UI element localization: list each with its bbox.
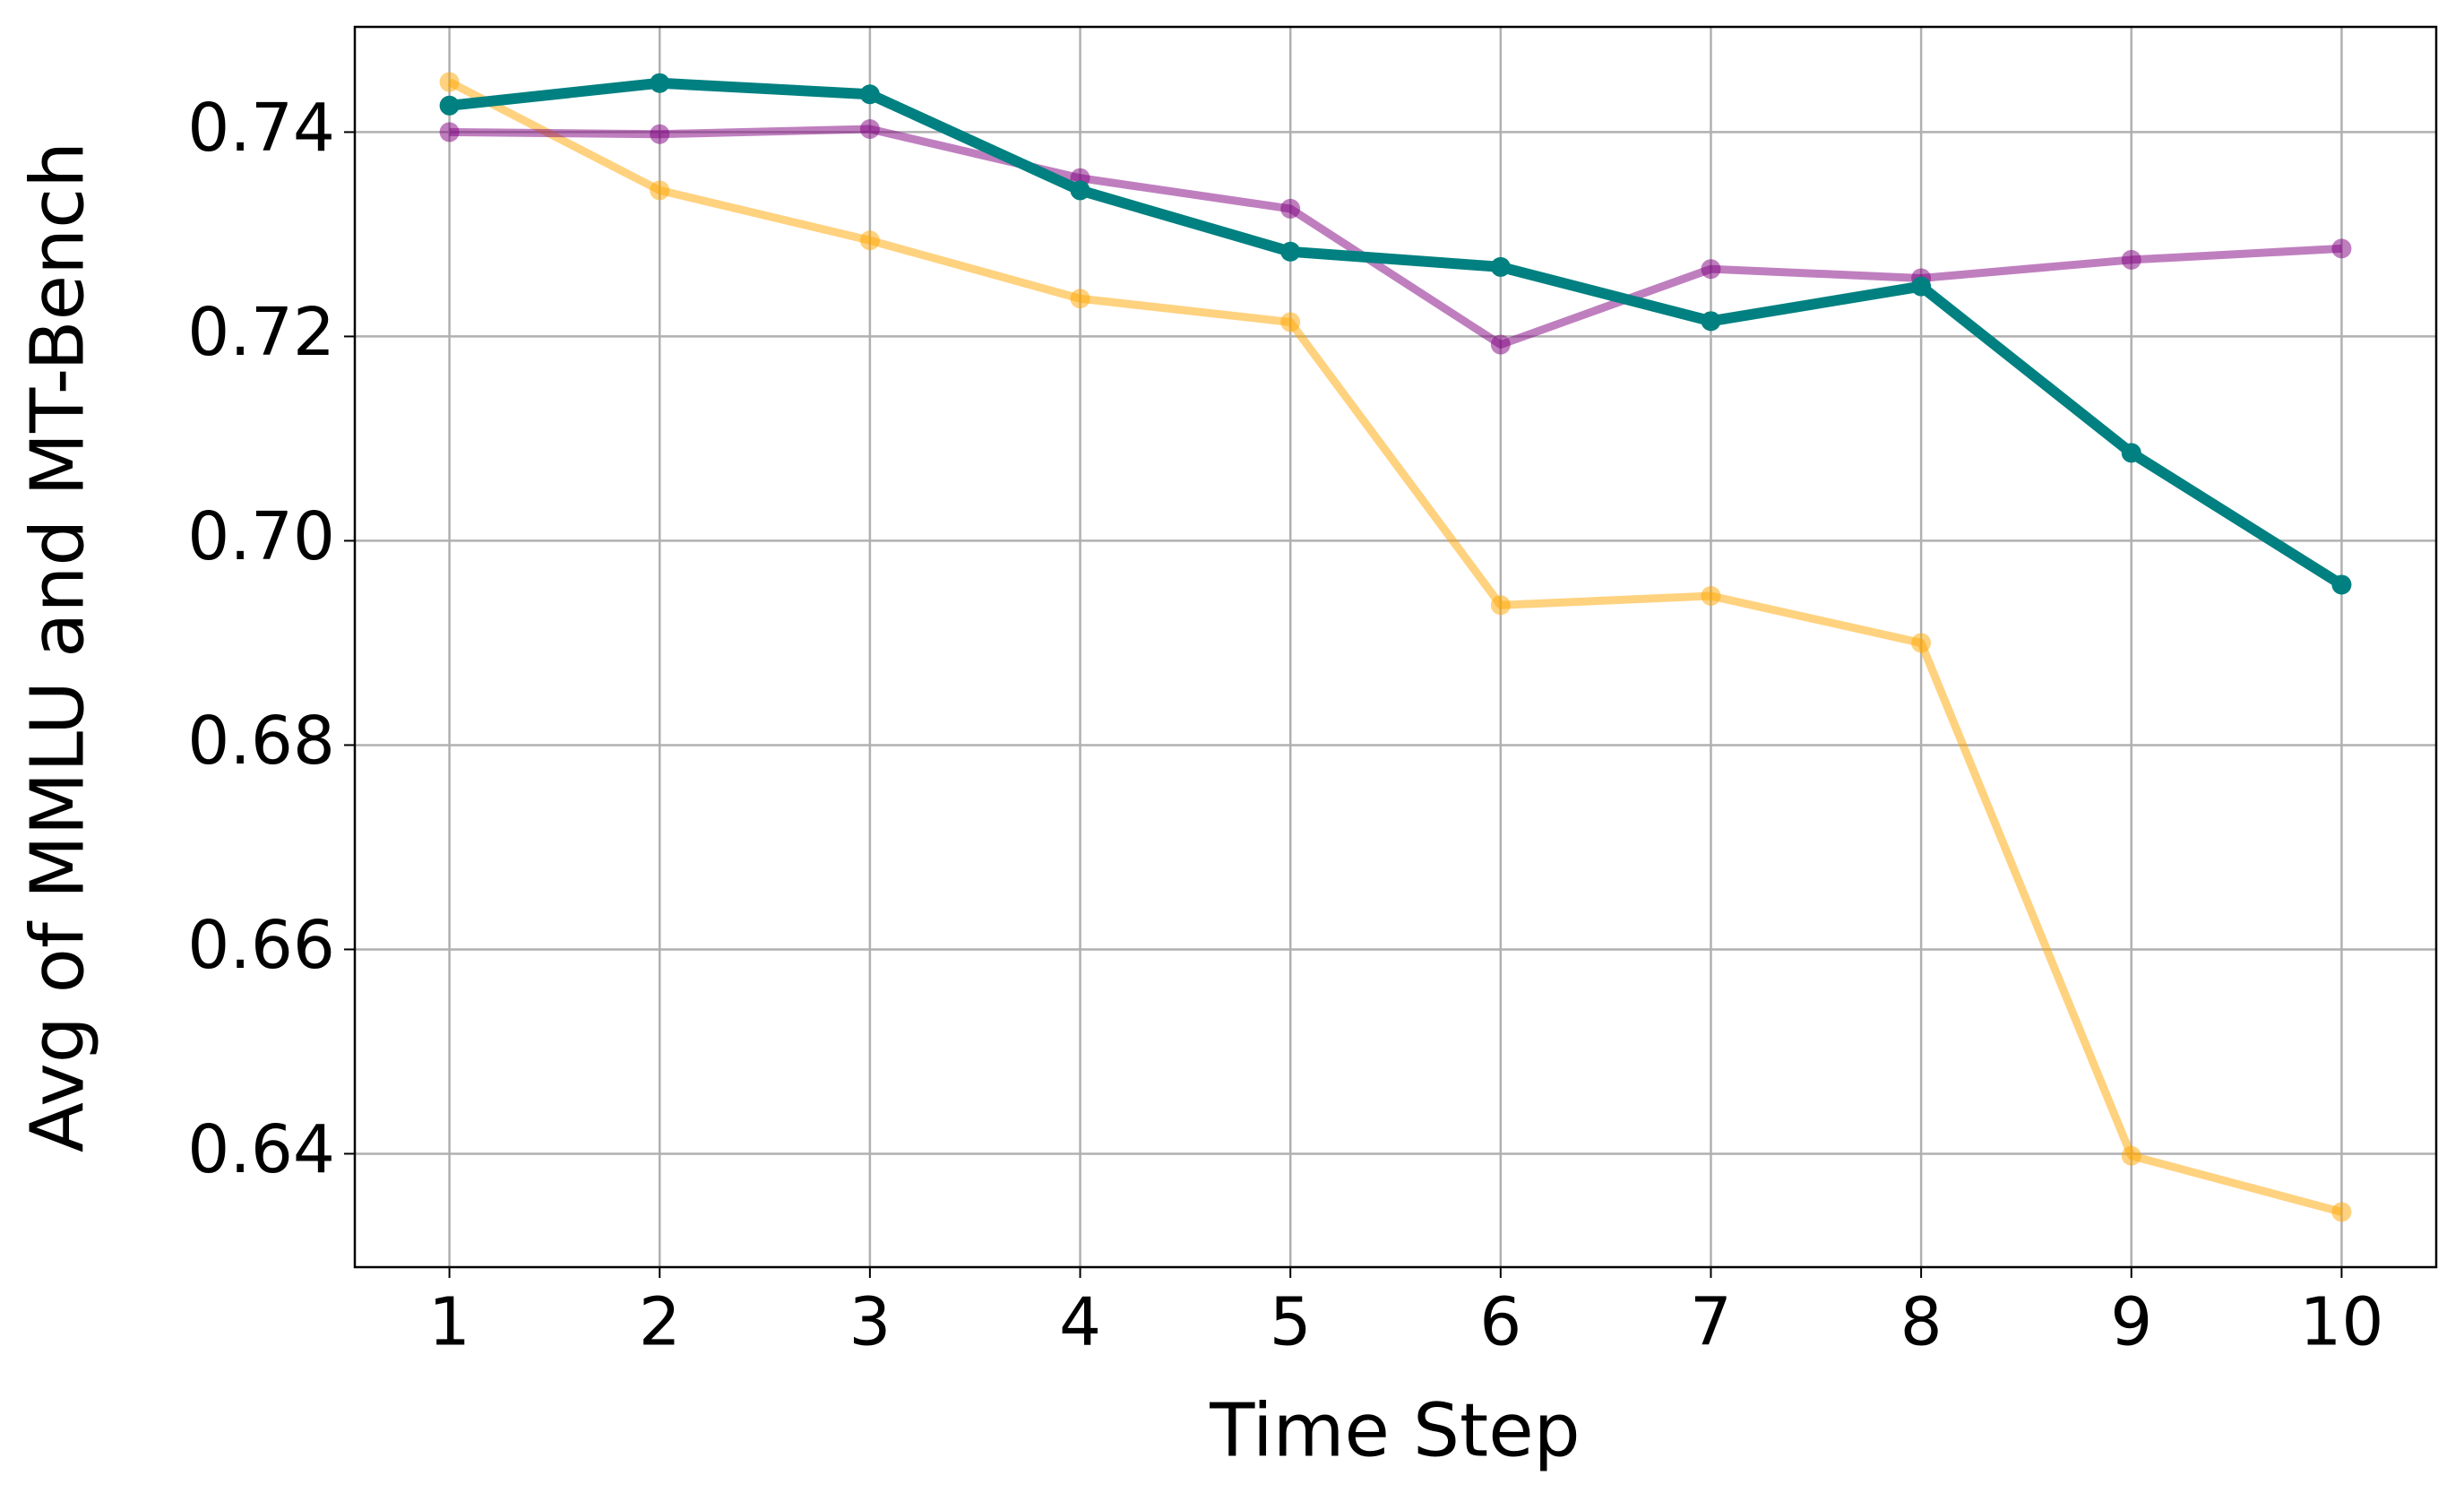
data-point: [1701, 259, 1721, 280]
data-point: [1701, 311, 1721, 332]
x-axis-label: Time Step: [1209, 1388, 1580, 1473]
data-point: [1701, 585, 1721, 606]
data-point: [1280, 312, 1301, 332]
data-point: [1490, 256, 1511, 277]
series-line: [447, 78, 2343, 1216]
data-point: [2121, 1145, 2141, 1166]
y-axis-label: Avg of MMLU and MT-Bench: [15, 142, 100, 1152]
data-point: [650, 73, 670, 93]
data-point: [439, 95, 460, 116]
data-point: [1911, 633, 1932, 653]
data-point: [859, 230, 880, 251]
data-point: [2121, 443, 2141, 463]
data-point: [2121, 249, 2141, 270]
data-point: [1070, 289, 1090, 309]
data-point: [650, 124, 670, 144]
data-point: [859, 84, 880, 105]
data-point: [650, 180, 670, 201]
x-tick-label: 10: [2299, 1284, 2383, 1361]
data-point: [2331, 574, 2352, 595]
y-tick-label: 0.74: [187, 90, 335, 167]
series-line: [448, 77, 2345, 590]
x-tick-label: 3: [849, 1284, 891, 1361]
series-line: [449, 125, 2342, 349]
data-point: [1070, 180, 1090, 201]
y-tick-label: 0.70: [187, 498, 335, 575]
y-tick-label: 0.72: [187, 294, 335, 371]
y-tick-label: 0.64: [187, 1111, 335, 1188]
x-tick-label: 8: [1900, 1284, 1943, 1361]
data-point: [439, 122, 460, 142]
data-point: [1280, 198, 1301, 219]
x-tick-label: 7: [1690, 1284, 1732, 1361]
x-tick-label: 4: [1059, 1284, 1101, 1361]
data-point: [2331, 1202, 2352, 1222]
y-tick-label: 0.68: [187, 703, 335, 780]
x-tick-label: 6: [1479, 1284, 1521, 1361]
x-tick-label: 9: [2110, 1284, 2152, 1361]
data-point: [2331, 238, 2352, 259]
x-tick-label: 1: [428, 1284, 470, 1361]
data-point: [1490, 595, 1511, 616]
plot-frame: [353, 25, 2438, 1269]
data-point: [1280, 241, 1301, 262]
data-point: [859, 119, 880, 140]
x-tick-label: 2: [639, 1284, 681, 1361]
data-point: [439, 72, 460, 92]
y-tick-label: 0.66: [187, 907, 335, 984]
x-tick-label: 5: [1270, 1284, 1312, 1361]
data-point: [1911, 276, 1932, 297]
data-point: [1490, 334, 1511, 355]
